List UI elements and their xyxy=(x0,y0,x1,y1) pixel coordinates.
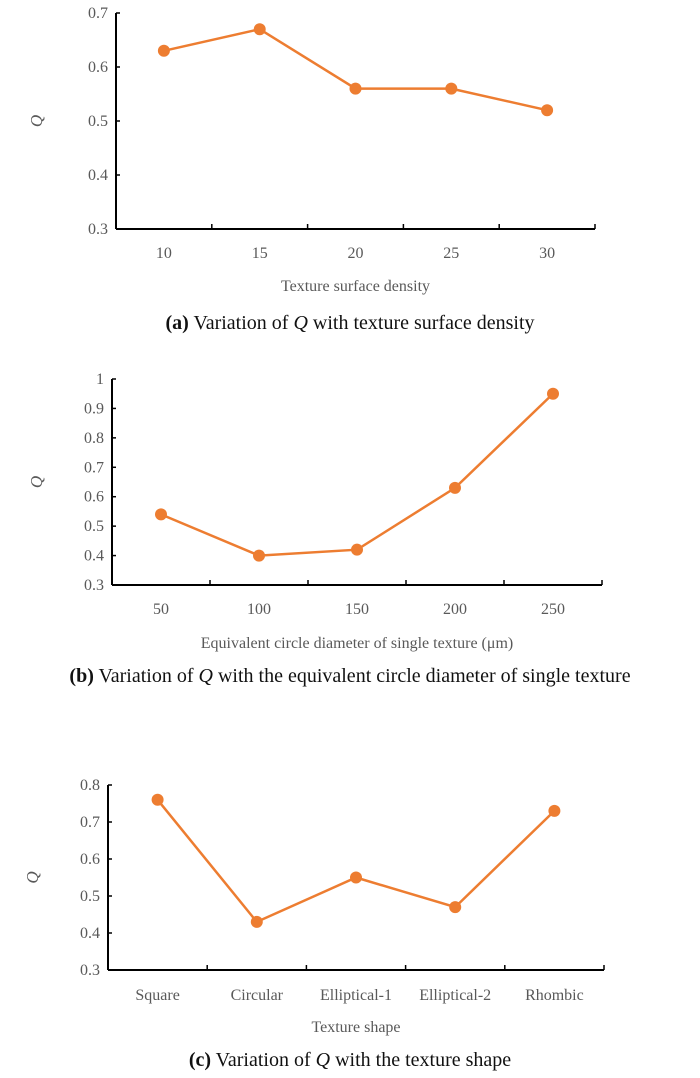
y-tick-label: 0.7 xyxy=(84,459,104,476)
data-point xyxy=(350,871,362,884)
y-tick-label: 0.7 xyxy=(88,5,108,22)
x-tick-label: 200 xyxy=(443,601,467,618)
data-point xyxy=(351,543,363,556)
x-tick-label: 250 xyxy=(541,601,565,618)
y-tick-label: 0.3 xyxy=(84,577,104,594)
data-point xyxy=(547,387,559,400)
x-tick-label: Rhombic xyxy=(525,987,584,1004)
caption-suffix: with the equivalent circle diameter of s… xyxy=(212,665,631,687)
chart-a: 0.3 0.4 0.5 0.6 0.7 10 15 20 25 30 Texture surface… xyxy=(27,5,596,295)
caption-prefix: Variation of xyxy=(193,312,294,334)
caption-prefix: Variation of xyxy=(98,665,199,687)
caption-suffix: with the texture shape xyxy=(330,1049,512,1071)
x-tick-label: 30 xyxy=(539,245,555,262)
data-point xyxy=(155,508,167,521)
y-tick-label: 0.3 xyxy=(88,221,108,238)
chart-c: 0.3 0.4 0.5 0.6 0.7 0.8 Square Circular Elliptic… xyxy=(23,777,605,1036)
data-point xyxy=(253,23,266,36)
y-tick-label: 0.4 xyxy=(88,167,108,184)
y-tick-label: 0.8 xyxy=(80,777,100,794)
data-point xyxy=(541,104,554,117)
x-tick-label: 15 xyxy=(252,245,268,262)
y-tick-label: 0.6 xyxy=(80,851,100,868)
x-tick-label: 100 xyxy=(247,601,271,618)
x-axis-label: Texture shape xyxy=(311,1019,400,1036)
series-line xyxy=(163,27,548,112)
y-tick-label: 0.9 xyxy=(84,400,104,417)
series-line xyxy=(156,799,556,924)
y-axis-label: Q xyxy=(27,115,46,127)
y-tick-label: 0.5 xyxy=(88,113,108,130)
x-tick-label: 10 xyxy=(156,245,172,262)
caption-c: (c) Variation of Q with the texture shap… xyxy=(0,1049,700,1072)
caption-suffix: with texture surface density xyxy=(307,312,535,334)
x-axis-label: Equivalent circle diameter of single tex… xyxy=(201,635,513,652)
x-tick-label: Elliptical-2 xyxy=(419,987,491,1004)
caption-prefix: Variation of xyxy=(215,1049,316,1071)
y-tick-label: 1 xyxy=(96,371,104,388)
data-point xyxy=(449,481,461,494)
x-tick-label: Square xyxy=(135,987,179,1004)
data-point xyxy=(445,82,458,95)
series-line xyxy=(160,392,554,557)
x-tick-label: 50 xyxy=(153,601,169,618)
y-tick-label: 0.4 xyxy=(80,925,100,942)
data-point xyxy=(349,82,362,95)
data-point xyxy=(250,915,263,928)
caption-label: (b) xyxy=(69,665,94,687)
data-point xyxy=(253,549,265,562)
caption-symbol: Q xyxy=(293,312,308,334)
y-tick-label: 0.8 xyxy=(84,430,104,447)
data-point xyxy=(157,44,170,57)
y-tick-label: 0.6 xyxy=(88,59,108,76)
x-axis-label: Texture surface density xyxy=(281,278,430,295)
y-axis-label: Q xyxy=(23,871,42,883)
x-tick-label: Elliptical-1 xyxy=(320,987,392,1004)
y-tick-label: 0.5 xyxy=(80,888,100,905)
caption-label: (a) xyxy=(165,312,189,334)
data-point xyxy=(449,901,462,914)
x-tick-label: Circular xyxy=(231,987,284,1004)
y-tick-label: 0.4 xyxy=(84,548,104,565)
caption-symbol: Q xyxy=(198,665,213,687)
caption-a: (a) Variation of Q with texture surface … xyxy=(0,312,700,335)
x-tick-label: 20 xyxy=(348,245,364,262)
caption-b: (b) Variation of Q with the equivalent c… xyxy=(0,665,700,688)
x-tick-label: 150 xyxy=(345,601,369,618)
caption-symbol: Q xyxy=(315,1049,331,1071)
y-tick-label: 0.7 xyxy=(80,814,100,831)
caption-label: (c) xyxy=(188,1049,212,1071)
y-tick-label: 0.5 xyxy=(84,518,104,535)
x-tick-label: 25 xyxy=(443,245,459,262)
y-tick-label: 0.6 xyxy=(84,489,104,506)
data-point xyxy=(151,793,164,806)
y-tick-label: 0.3 xyxy=(80,962,100,979)
data-point xyxy=(548,804,561,817)
y-axis-label: Q xyxy=(27,476,46,488)
